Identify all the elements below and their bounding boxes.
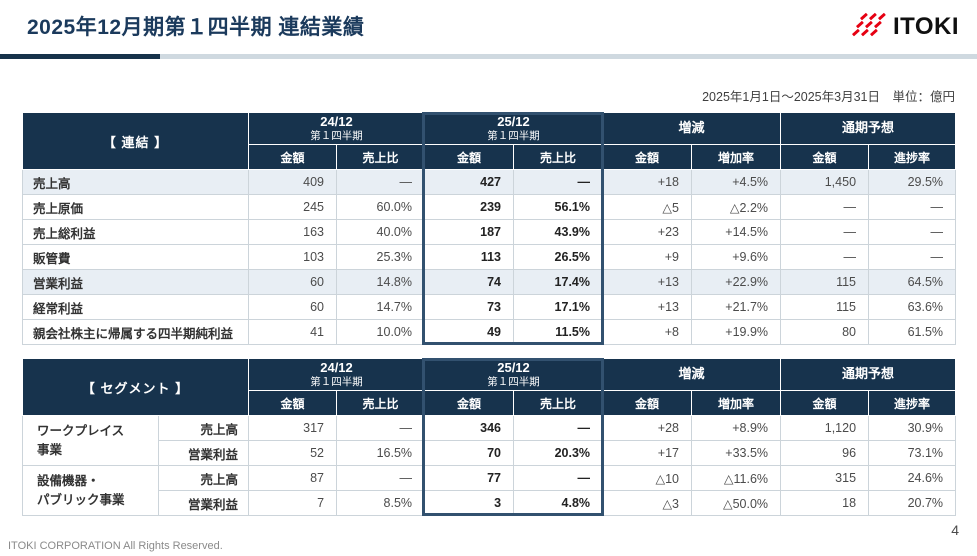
- period-unit-note: 2025年1月1日～2025年3月31日 単位：億円: [702, 90, 955, 104]
- table-row-gross-profit: 売上総利益 163 40.0% 187 43.9% +23 +14.5% — —: [22, 219, 957, 245]
- table-row-workplace-operating-income: 営業利益 52 16.5% 70 20.3% +17 +33.5% 96 73.…: [23, 440, 957, 466]
- subcol-header: 売上比: [513, 390, 604, 416]
- itoki-logo: ITOKI: [851, 12, 959, 41]
- subcol-header: 金額: [248, 390, 338, 416]
- subcol-header: 金額: [780, 390, 870, 416]
- subcol-header: 金額: [602, 390, 693, 416]
- col-group-24-12: 24/12 第１四半期: [248, 112, 425, 145]
- itoki-logo-text: ITOKI: [892, 13, 959, 40]
- title-divider: [0, 54, 977, 59]
- segment-table-wrap: 【 セグメント 】 24/12 第１四半期 25/12 第１四半期 増減 通期予…: [21, 358, 957, 516]
- consolidated-table-header: 【 連結 】 24/12 第１四半期 25/12 第１四半期 増減 通期予想: [22, 112, 957, 170]
- table-row-workplace-sales: ワークプレイス 事業 売上高 317 — 346 — +28 +8.9% 1,1…: [22, 415, 957, 466]
- table-row-equipment-operating-income: 営業利益 7 8.5% 3 4.8% △3 △50.0% 18 20.7%: [23, 490, 957, 516]
- segment-table: 【 セグメント 】 24/12 第１四半期 25/12 第１四半期 増減 通期予…: [21, 358, 957, 516]
- segment-name-workplace: ワークプレイス 事業: [22, 415, 159, 466]
- subcol-header: 金額: [248, 144, 337, 170]
- col-group-25-12: 25/12 第１四半期: [424, 358, 604, 391]
- page-number: 4: [951, 522, 959, 538]
- table-row-ordinary-income: 経常利益 60 14.7% 73 17.1% +13 +21.7% 115 63…: [22, 294, 957, 320]
- table-row-operating-income: 営業利益 60 14.8% 74 17.4% +13 +22.9% 115 64…: [22, 269, 957, 295]
- subcol-header: 増加率: [691, 390, 782, 416]
- subcol-header: 売上比: [336, 390, 426, 416]
- subcol-header: 進捗率: [868, 390, 957, 416]
- col-group-forecast: 通期予想: [780, 112, 957, 145]
- table-row-equipment-sales: 設備機器・ パブリック事業 売上高 87 — 77 — △10 △11.6% 3…: [22, 465, 957, 516]
- col-group-25-12: 25/12 第１四半期: [424, 112, 603, 145]
- page-title: 2025年12月期第１四半期 連結業績: [27, 16, 365, 39]
- subcol-header: 進捗率: [868, 144, 957, 170]
- table-row-net-income: 親会社株主に帰属する四半期純利益 41 10.0% 49 11.5% +8 +1…: [22, 319, 957, 345]
- col-group-forecast: 通期予想: [780, 358, 957, 391]
- subcol-header: 増加率: [690, 144, 782, 170]
- title-divider-accent: [0, 54, 160, 59]
- consolidated-corner-label: 【 連結 】: [22, 112, 249, 170]
- subcol-header: 金額: [780, 144, 870, 170]
- subcol-header: 売上比: [336, 144, 425, 170]
- consolidated-table: 【 連結 】 24/12 第１四半期 25/12 第１四半期 増減 通期予想: [22, 112, 957, 345]
- subcol-header: 売上比: [513, 144, 603, 170]
- table-row-sga: 販管費 103 25.3% 113 26.5% +9 +9.6% — —: [22, 244, 957, 270]
- segment-name-equipment-public: 設備機器・ パブリック事業: [22, 465, 159, 516]
- segment-table-header: 【 セグメント 】 24/12 第１四半期 25/12 第１四半期 増減 通期予…: [21, 358, 957, 416]
- copyright-text: ITOKI CORPORATION All Rights Reserved.: [8, 540, 223, 552]
- table-row-net-sales: 売上高 409 — 427 — +18 +4.5% 1,450 29.5%: [22, 169, 957, 195]
- subcol-header: 金額: [602, 144, 692, 170]
- col-group-change: 増減: [602, 358, 782, 391]
- itoki-logo-mark-icon: [851, 12, 886, 41]
- table-row-cost-of-sales: 売上原価 245 60.0% 239 56.1% △5 △2.2% — —: [22, 194, 957, 220]
- col-group-24-12: 24/12 第１四半期: [248, 358, 426, 391]
- subcol-header: 金額: [424, 390, 515, 416]
- segment-corner-label: 【 セグメント 】: [21, 358, 250, 416]
- col-group-change: 増減: [601, 112, 782, 145]
- subcol-header: 金額: [424, 144, 514, 170]
- consolidated-table-wrap: 【 連結 】 24/12 第１四半期 25/12 第１四半期 増減 通期予想: [22, 112, 957, 345]
